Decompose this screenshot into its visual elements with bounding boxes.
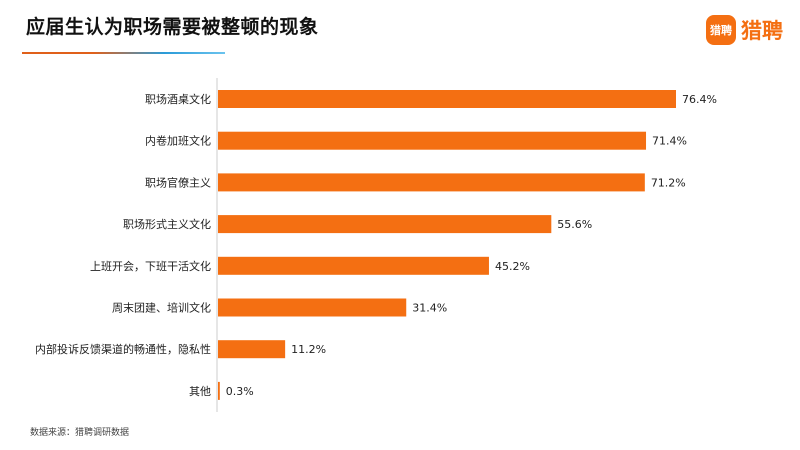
value-label-4: 45.2% [495, 260, 530, 273]
page-title: 应届生认为职场需要被整顿的现象 [26, 16, 319, 38]
source-note: 数据来源：猎聘调研数据 [30, 428, 130, 438]
value-label-1: 71.4% [652, 135, 687, 148]
bar-1 [218, 131, 647, 150]
liepin-logo: 猎聘 猎聘 [706, 14, 783, 46]
category-label-4: 上班开会，下班干活文化 [90, 259, 211, 273]
bar-3 [218, 215, 552, 234]
bar-4 [218, 256, 489, 275]
logo-text: 猎聘 [741, 19, 783, 43]
value-label-6: 11.2% [291, 343, 326, 356]
value-label-2: 71.2% [651, 176, 686, 189]
bar-5 [218, 298, 407, 317]
bar-0 [218, 90, 676, 108]
category-label-0: 职场酒桌文化 [145, 92, 211, 106]
category-label-6: 内部投诉反馈渠道的畅通性，隐私性 [35, 342, 211, 356]
category-label-7: 其他 [189, 385, 211, 398]
logo-badge-icon: 猎聘 [706, 15, 736, 45]
category-label-5: 周末团建、培训文化 [112, 301, 211, 315]
title-underline [22, 52, 225, 54]
category-label-1: 内卷加班文化 [145, 134, 211, 148]
bar-7 [218, 381, 220, 400]
value-label-5: 31.4% [412, 302, 447, 315]
bar-2 [218, 173, 645, 192]
bar-6 [218, 340, 286, 359]
category-label-2: 职场官僚主义 [145, 175, 211, 189]
value-label-7: 0.3% [226, 385, 254, 398]
value-label-0: 76.4% [682, 93, 717, 106]
category-label-3: 职场形式主义文化 [123, 217, 211, 231]
value-label-3: 55.6% [557, 218, 592, 231]
